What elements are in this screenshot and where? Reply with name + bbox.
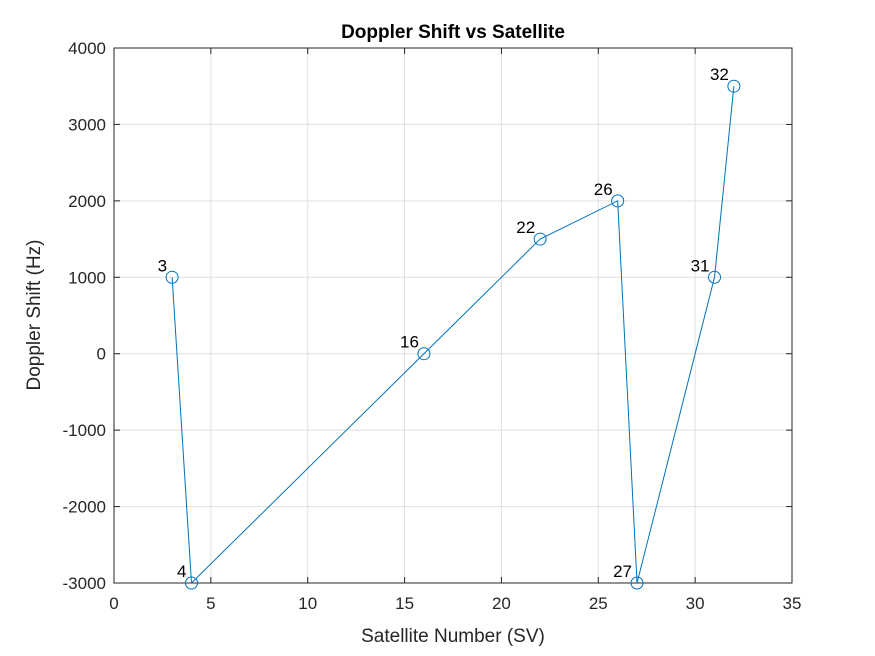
- plot-background: [114, 48, 792, 583]
- data-point-marker: [708, 270, 722, 284]
- x-tick-label: 10: [298, 594, 317, 613]
- data-point-marker: [184, 576, 198, 590]
- x-tick-label: 0: [109, 594, 118, 613]
- y-tick-label: 2000: [68, 192, 106, 211]
- x-tick-label: 30: [686, 594, 705, 613]
- ticks: 0 5 10 15 20 25 30 35 -3000 -2000 -1000 0 1000 2000 30…: [63, 39, 802, 613]
- y-tick-label: 4000: [68, 39, 106, 58]
- data-point-label: 16: [400, 333, 419, 352]
- x-tick-label: 15: [395, 594, 414, 613]
- data-point-label: 4: [177, 562, 186, 581]
- y-tick-label: -1000: [63, 421, 106, 440]
- data-point-marker: [727, 79, 741, 93]
- grid: [113, 47, 793, 584]
- y-axis-label: Doppler Shift (Hz): [24, 240, 45, 391]
- x-tick-label: 20: [492, 594, 511, 613]
- y-tick-label: -2000: [63, 498, 106, 517]
- data-point-label: 22: [516, 218, 535, 237]
- x-axis-label: Satellite Number (SV): [361, 626, 545, 647]
- data-point-marker: [533, 232, 547, 246]
- data-point-label: 26: [594, 180, 613, 199]
- data-point-marker: [165, 270, 179, 284]
- x-tick-label: 5: [206, 594, 215, 613]
- y-tick-label: 0: [97, 345, 106, 364]
- data-point-marker: [611, 194, 625, 208]
- data-point-marker: [417, 347, 431, 361]
- chart-title: Doppler Shift vs Satellite: [341, 22, 565, 43]
- data-point-label: 32: [710, 65, 729, 84]
- data-point-marker: [630, 576, 644, 590]
- data-point-label: 31: [691, 256, 710, 275]
- x-tick-label: 25: [589, 594, 608, 613]
- plot-frame: [113, 47, 793, 584]
- series: 3 4 16 22 26 27 31 32: [158, 65, 741, 590]
- x-tick-label: 35: [783, 594, 802, 613]
- data-point-label: 3: [158, 256, 167, 275]
- y-tick-label: 1000: [68, 268, 106, 287]
- y-tick-label: 3000: [68, 115, 106, 134]
- data-point-label: 27: [613, 562, 632, 581]
- y-tick-label: -3000: [63, 574, 106, 593]
- series-line: [171, 86, 735, 585]
